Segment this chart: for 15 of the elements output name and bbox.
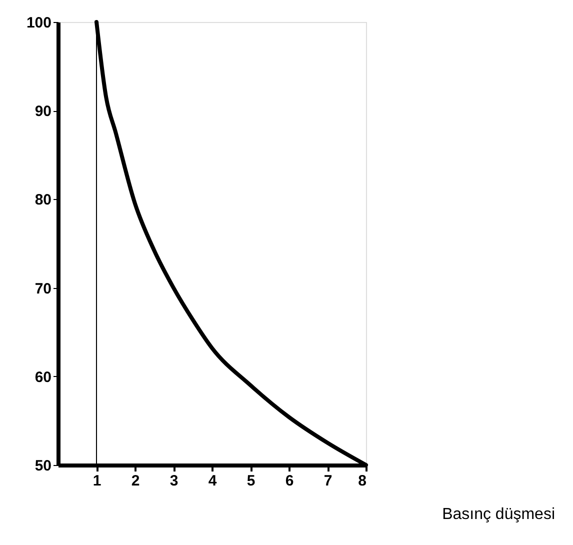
x-tick-label: 2 [131, 472, 140, 490]
y-tick-label: 90 [34, 103, 52, 120]
x-axis-title: Basınç düşmesi [442, 506, 555, 523]
y-tick-label: 80 [34, 192, 52, 209]
y-tick-label: 50 [34, 458, 52, 474]
x-tick-label: 5 [246, 472, 256, 490]
x-tick-label: 1 [92, 472, 102, 490]
y-tick-label: 70 [34, 280, 52, 298]
x-tick-label: 3 [170, 472, 178, 490]
y-tick-label: 100 [26, 14, 52, 32]
x-tick-label: 6 [285, 472, 294, 490]
y-tick-label: 60 [34, 368, 52, 386]
x-tick-label: 4 [208, 472, 218, 490]
x-tick-label: 8 [358, 472, 366, 490]
x-tick-label: 7 [324, 472, 332, 490]
